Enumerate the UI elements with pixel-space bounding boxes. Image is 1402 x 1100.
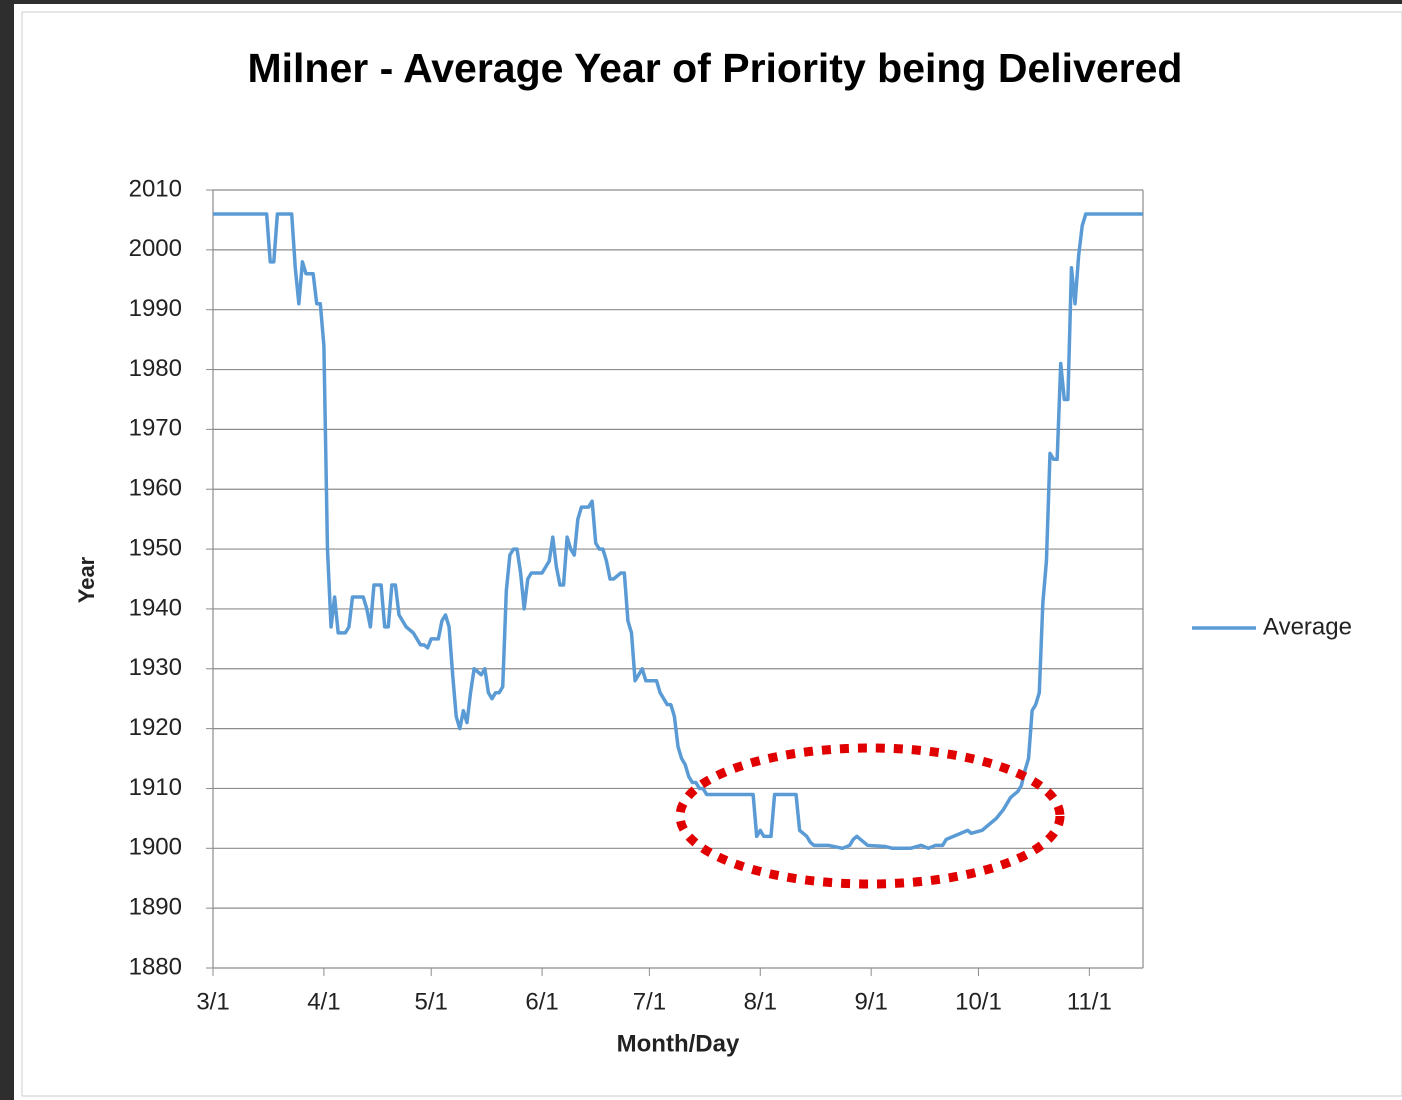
y-tick-label: 1890	[129, 893, 182, 920]
x-tick-label: 3/1	[196, 988, 229, 1015]
chart-border	[21, 11, 1402, 1097]
x-tick-label: 6/1	[525, 988, 558, 1015]
data-line	[213, 212, 1143, 851]
y-tick-label: 1910	[129, 774, 182, 801]
y-tick-label: 2010	[129, 175, 182, 202]
y-tick-label: 1980	[129, 355, 182, 382]
legend-label: Average	[1263, 613, 1352, 640]
chart-title: Milner - Average Year of Priority being …	[247, 45, 1183, 91]
frame	[14, 4, 1402, 1100]
x-tick-label: 5/1	[415, 988, 448, 1015]
y-tick-label: 1940	[129, 594, 182, 621]
x-tick-label: 8/1	[744, 988, 777, 1015]
y-tick-label: 1950	[129, 534, 182, 561]
y-tick-label: 2000	[129, 235, 182, 262]
y-tick-label: 1920	[129, 714, 182, 741]
y-axis-title: Year	[74, 556, 99, 603]
y-tick-label: 1990	[129, 295, 182, 322]
x-tick-label: 10/1	[955, 988, 1002, 1015]
y-tick-label: 1900	[129, 834, 182, 861]
x-axis-title: Month/Day	[617, 1030, 740, 1057]
x-tick-label: 4/1	[307, 988, 340, 1015]
y-tick-label: 1880	[129, 953, 182, 980]
y-tick-label: 1960	[129, 475, 182, 502]
y-tick-label: 1930	[129, 654, 182, 681]
x-tick-label: 7/1	[633, 988, 666, 1015]
highlight-ellipse	[675, 743, 1065, 889]
y-tick-label: 1970	[129, 415, 182, 442]
x-tick-label: 11/1	[1067, 988, 1112, 1015]
x-tick-label: 9/1	[854, 988, 887, 1015]
